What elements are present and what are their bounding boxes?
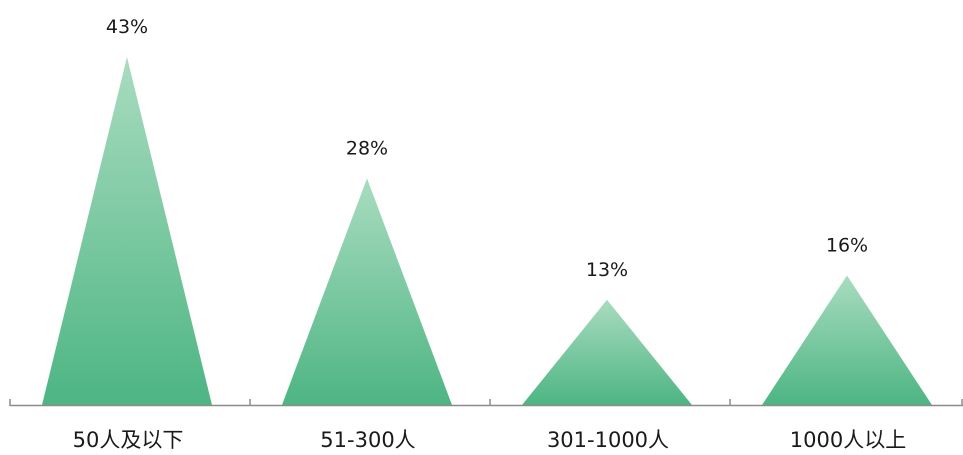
category-label-4: 1000人以上 xyxy=(790,428,906,452)
data-label-3: 13% xyxy=(586,259,628,281)
chart-marks xyxy=(42,57,932,405)
x-axis xyxy=(9,399,963,407)
triangle-bar-2 xyxy=(282,178,452,405)
data-label-4: 16% xyxy=(826,235,868,257)
triangle-bar-4 xyxy=(762,275,932,405)
chart-labels: 43% 50人及以下 28% 51-300人 13% 301-1000人 16% 1000人以… xyxy=(73,16,907,452)
triangle-bar-1 xyxy=(42,57,212,405)
category-label-2: 51-300人 xyxy=(320,428,415,452)
data-label-2: 28% xyxy=(346,137,388,159)
category-label-1: 50人及以下 xyxy=(73,428,184,452)
triangle-bar-3 xyxy=(522,299,692,405)
data-label-1: 43% xyxy=(106,16,148,38)
category-label-3: 301-1000人 xyxy=(547,428,669,452)
